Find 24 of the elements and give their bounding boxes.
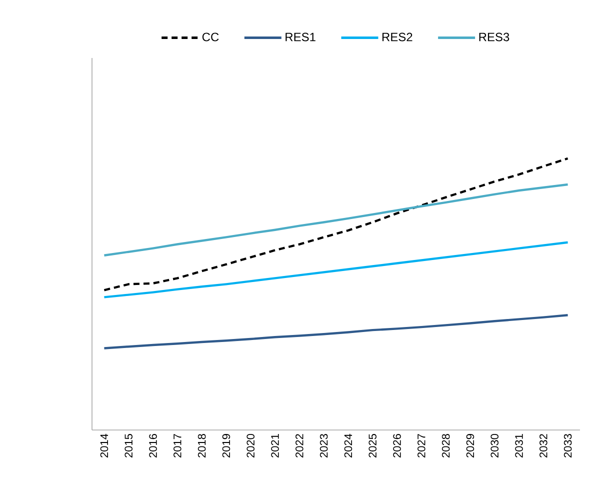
x-tick-label: 2022 [296, 434, 304, 458]
legend-label: RES1 [286, 32, 316, 42]
x-tick-label: 2023 [320, 434, 328, 458]
x-tick-label: 2028 [442, 434, 450, 458]
x-tick-label: 2031 [515, 434, 523, 458]
x-tick-label: 2021 [271, 434, 279, 458]
x-tick-label: 2015 [124, 434, 132, 458]
legend-label: RES3 [479, 32, 510, 42]
x-tick-label: 2025 [368, 434, 376, 458]
x-tick-label: 2020 [246, 434, 254, 458]
x-tick-label: 2019 [222, 434, 230, 458]
x-tick-label: 2030 [490, 434, 498, 458]
x-tick-label: 2027 [418, 434, 426, 458]
x-tick-label: 2032 [540, 434, 548, 458]
x-tick-label: 2014 [100, 434, 108, 458]
x-tick-label: 2018 [198, 434, 206, 458]
x-tick-label: 2017 [174, 434, 182, 458]
legend-label: CC [202, 32, 219, 42]
legend-label: RES2 [382, 32, 412, 42]
x-tick-label: 2024 [344, 434, 352, 458]
x-tick-label: 2029 [466, 434, 474, 458]
x-tick-label: 2026 [393, 434, 401, 458]
x-tick-label: 2033 [564, 434, 572, 458]
x-tick-label: 2016 [149, 434, 157, 458]
